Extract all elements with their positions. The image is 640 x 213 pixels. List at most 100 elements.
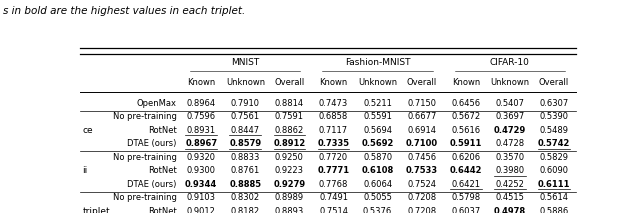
Text: DTAE (ours): DTAE (ours): [127, 139, 177, 148]
Text: No pre-training: No pre-training: [113, 193, 177, 202]
Text: 0.8989: 0.8989: [275, 193, 304, 202]
Text: 0.7591: 0.7591: [275, 112, 304, 121]
Text: 0.7100: 0.7100: [406, 139, 438, 148]
Text: 0.6037: 0.6037: [451, 207, 481, 213]
Text: 0.6206: 0.6206: [451, 153, 481, 162]
Text: triplet: triplet: [83, 207, 110, 213]
Text: 0.8182: 0.8182: [231, 207, 260, 213]
Text: 0.9300: 0.9300: [187, 166, 216, 175]
Text: 0.8833: 0.8833: [230, 153, 260, 162]
Text: 0.5742: 0.5742: [538, 139, 570, 148]
Text: 0.7596: 0.7596: [187, 112, 216, 121]
Text: 0.9012: 0.9012: [187, 207, 216, 213]
Text: 0.7117: 0.7117: [319, 126, 348, 135]
Text: 0.9250: 0.9250: [275, 153, 304, 162]
Text: 0.7473: 0.7473: [319, 99, 348, 108]
Text: 0.8885: 0.8885: [229, 180, 261, 189]
Text: 0.5870: 0.5870: [363, 153, 392, 162]
Text: Fashion-MNIST: Fashion-MNIST: [345, 58, 410, 67]
Text: 0.5616: 0.5616: [451, 126, 481, 135]
Text: 0.7335: 0.7335: [317, 139, 349, 148]
Text: 0.8579: 0.8579: [229, 139, 261, 148]
Text: ii: ii: [83, 166, 88, 175]
Text: s in bold are the highest values in each triplet.: s in bold are the highest values in each…: [3, 6, 246, 16]
Text: 0.5407: 0.5407: [495, 99, 524, 108]
Text: Known: Known: [319, 78, 348, 87]
Text: 0.5829: 0.5829: [540, 153, 568, 162]
Text: 0.7150: 0.7150: [407, 99, 436, 108]
Text: 0.7771: 0.7771: [317, 166, 349, 175]
Text: 0.3697: 0.3697: [495, 112, 525, 121]
Text: 0.5911: 0.5911: [449, 139, 482, 148]
Text: Overall: Overall: [539, 78, 569, 87]
Text: 0.6307: 0.6307: [540, 99, 568, 108]
Text: 0.8447: 0.8447: [231, 126, 260, 135]
Text: Unknown: Unknown: [226, 78, 265, 87]
Text: 0.3570: 0.3570: [495, 153, 524, 162]
Text: 0.6111: 0.6111: [538, 180, 570, 189]
Text: RotNet: RotNet: [148, 166, 177, 175]
Text: Known: Known: [187, 78, 216, 87]
Text: 0.9103: 0.9103: [187, 193, 216, 202]
Text: 0.5672: 0.5672: [451, 112, 481, 121]
Text: 0.5376: 0.5376: [363, 207, 392, 213]
Text: 0.4729: 0.4729: [493, 126, 526, 135]
Text: 0.6108: 0.6108: [362, 166, 394, 175]
Text: 0.8912: 0.8912: [273, 139, 305, 148]
Text: RotNet: RotNet: [148, 207, 177, 213]
Text: 0.7491: 0.7491: [319, 193, 348, 202]
Text: 0.6858: 0.6858: [319, 112, 348, 121]
Text: 0.6914: 0.6914: [407, 126, 436, 135]
Text: 0.4252: 0.4252: [495, 180, 524, 189]
Text: 0.9344: 0.9344: [185, 180, 218, 189]
Text: 0.8814: 0.8814: [275, 99, 304, 108]
Text: 0.6090: 0.6090: [540, 166, 568, 175]
Text: 0.9320: 0.9320: [187, 153, 216, 162]
Text: 0.4728: 0.4728: [495, 139, 524, 148]
Text: 0.8931: 0.8931: [187, 126, 216, 135]
Text: 0.7910: 0.7910: [231, 99, 260, 108]
Text: 0.5886: 0.5886: [540, 207, 568, 213]
Text: 0.7524: 0.7524: [407, 180, 436, 189]
Text: Overall: Overall: [275, 78, 305, 87]
Text: 0.5390: 0.5390: [540, 112, 568, 121]
Text: 0.8862: 0.8862: [275, 126, 304, 135]
Text: 0.8967: 0.8967: [185, 139, 218, 148]
Text: CIFAR-10: CIFAR-10: [490, 58, 530, 67]
Text: 0.7208: 0.7208: [407, 207, 436, 213]
Text: 0.5211: 0.5211: [363, 99, 392, 108]
Text: 0.8302: 0.8302: [231, 193, 260, 202]
Text: 0.7561: 0.7561: [231, 112, 260, 121]
Text: RotNet: RotNet: [148, 126, 177, 135]
Text: 0.7533: 0.7533: [406, 166, 438, 175]
Text: 0.7768: 0.7768: [319, 180, 348, 189]
Text: 0.5692: 0.5692: [362, 139, 394, 148]
Text: 0.3980: 0.3980: [495, 166, 524, 175]
Text: Overall: Overall: [406, 78, 437, 87]
Text: Known: Known: [452, 78, 480, 87]
Text: 0.7720: 0.7720: [319, 153, 348, 162]
Text: 0.4978: 0.4978: [494, 207, 526, 213]
Text: Unknown: Unknown: [358, 78, 397, 87]
Text: 0.4515: 0.4515: [495, 193, 524, 202]
Text: 0.6064: 0.6064: [363, 180, 392, 189]
Text: 0.5798: 0.5798: [451, 193, 481, 202]
Text: 0.9223: 0.9223: [275, 166, 304, 175]
Text: 0.6421: 0.6421: [451, 180, 480, 189]
Text: OpenMax: OpenMax: [137, 99, 177, 108]
Text: 0.7456: 0.7456: [407, 153, 436, 162]
Text: 0.6456: 0.6456: [451, 99, 481, 108]
Text: 0.8761: 0.8761: [230, 166, 260, 175]
Text: Unknown: Unknown: [490, 78, 529, 87]
Text: 0.5694: 0.5694: [363, 126, 392, 135]
Text: 0.8964: 0.8964: [187, 99, 216, 108]
Text: 0.9279: 0.9279: [273, 180, 305, 189]
Text: 0.8893: 0.8893: [275, 207, 304, 213]
Text: MNIST: MNIST: [231, 58, 259, 67]
Text: No pre-training: No pre-training: [113, 112, 177, 121]
Text: 0.5591: 0.5591: [363, 112, 392, 121]
Text: 0.5055: 0.5055: [363, 193, 392, 202]
Text: 0.5614: 0.5614: [540, 193, 568, 202]
Text: 0.5489: 0.5489: [540, 126, 568, 135]
Text: 0.6677: 0.6677: [407, 112, 436, 121]
